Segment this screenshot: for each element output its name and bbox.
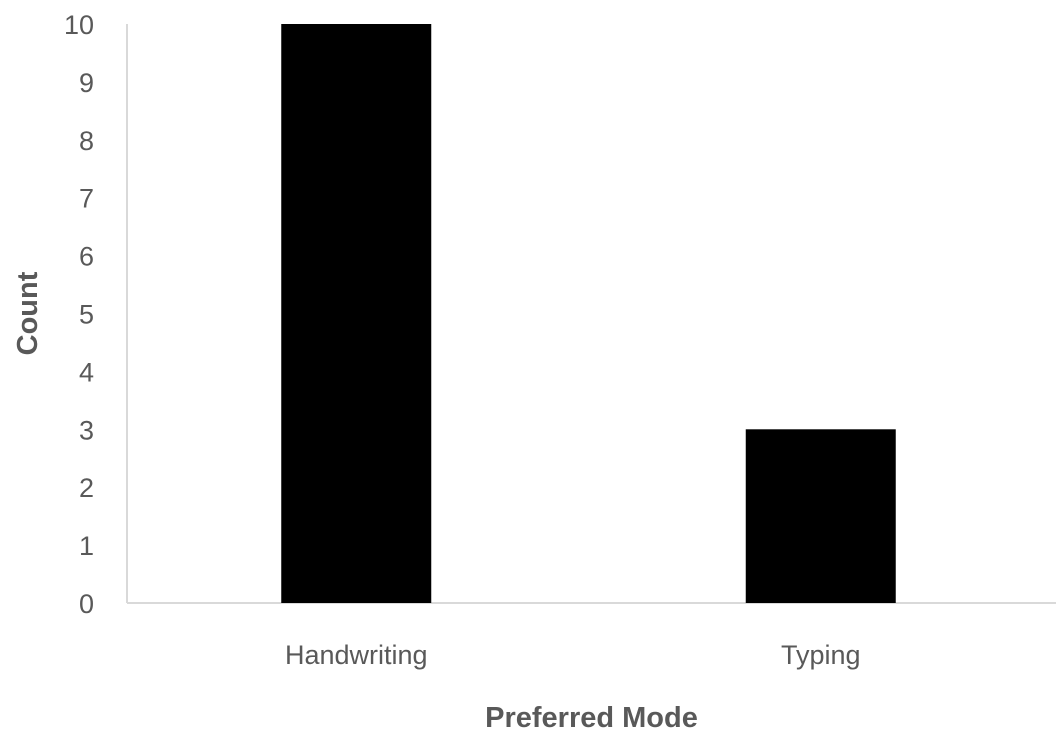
y-axis-ticks: 0 1 2 3 4 5 6 7 8 9 10 xyxy=(64,10,94,619)
y-tick-label: 0 xyxy=(79,589,94,619)
x-category-label: Handwriting xyxy=(285,640,428,670)
y-tick-label: 5 xyxy=(79,300,94,330)
y-tick-label: 8 xyxy=(79,126,94,156)
bar-typing xyxy=(745,429,896,603)
x-category-label: Typing xyxy=(781,640,861,670)
y-tick-label: 9 xyxy=(79,68,94,98)
y-tick-label: 2 xyxy=(79,473,94,503)
y-tick-label: 7 xyxy=(79,184,94,214)
x-axis-categories: Handwriting Typing xyxy=(285,640,861,670)
x-axis-title: Preferred Mode xyxy=(485,702,698,734)
y-tick-label: 3 xyxy=(79,415,94,445)
bars xyxy=(281,24,896,603)
y-tick-label: 4 xyxy=(79,357,94,387)
y-tick-label: 6 xyxy=(79,242,94,272)
y-tick-label: 1 xyxy=(79,531,94,561)
y-axis-title: Count xyxy=(12,271,44,355)
bar-handwriting xyxy=(281,24,432,603)
y-tick-label: 10 xyxy=(64,10,94,40)
